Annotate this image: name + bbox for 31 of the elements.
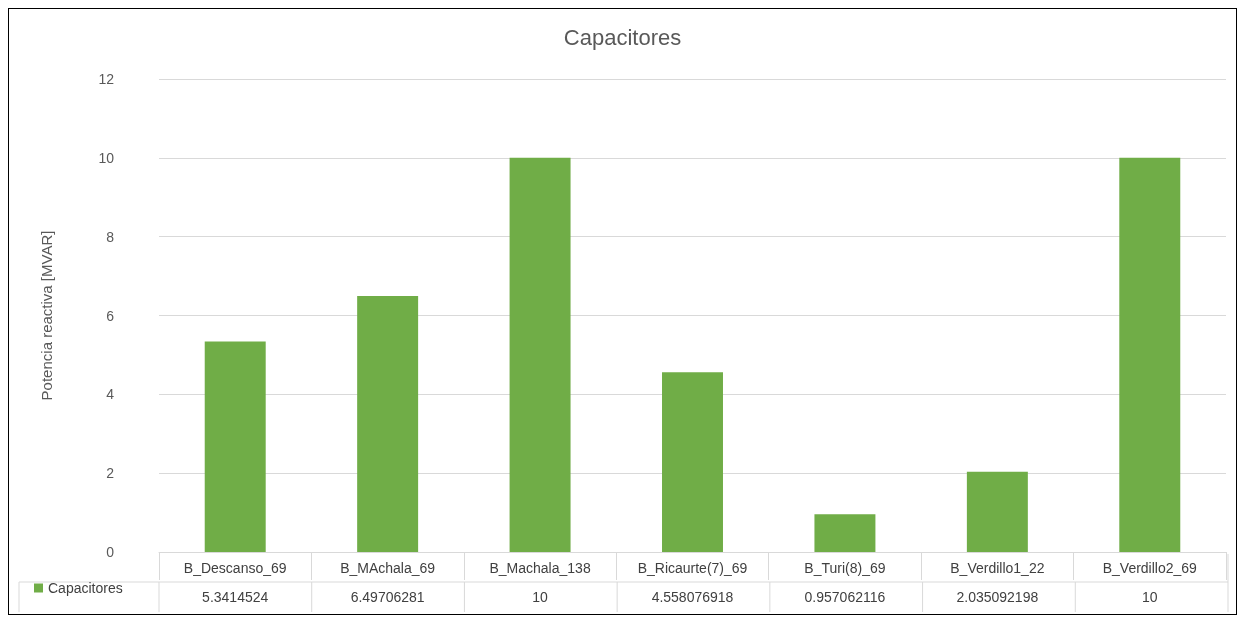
x-tick-label: B_Verdillo1_22 xyxy=(950,560,1045,576)
data-label: 6.49706281 xyxy=(350,589,425,605)
legend-label: Capacitores xyxy=(48,580,123,596)
bar xyxy=(1119,157,1181,552)
data-label: 2.035092198 xyxy=(956,589,1039,605)
data-label: 0.957062116 xyxy=(804,589,886,605)
data-label: 10 xyxy=(1142,589,1158,605)
x-tick-label: B_Ricaurte(7)_69 xyxy=(637,560,748,576)
bar xyxy=(357,295,419,552)
data-label: 10 xyxy=(532,589,549,605)
bar xyxy=(814,514,876,552)
y-tick-label: 12 xyxy=(98,71,115,87)
y-tick-label: 4 xyxy=(106,386,115,403)
x-tick-label: B_Descanso_69 xyxy=(183,560,287,576)
bar xyxy=(966,471,1028,552)
x-tick-label: B_MAchala_69 xyxy=(340,560,436,576)
y-tick-label: 10 xyxy=(98,149,115,166)
data-label: 5.3414524 xyxy=(202,589,269,605)
bar xyxy=(509,157,571,552)
y-tick-label: 8 xyxy=(106,228,115,245)
bar xyxy=(662,372,723,552)
x-tick-label: B_Machala_138 xyxy=(489,560,591,576)
x-tick-label: B_Verdillo2_69 xyxy=(1102,560,1198,576)
y-tick-label: 2 xyxy=(106,465,115,482)
x-tick-label: B_Turi(8)_69 xyxy=(804,560,886,576)
y-tick-label: 0 xyxy=(106,544,115,560)
bar xyxy=(204,341,266,552)
y-axis-title: Potencia reactiva [MVAR] xyxy=(38,230,55,401)
y-tick-label: 6 xyxy=(106,307,115,324)
chart-title: Capacitores xyxy=(563,24,682,50)
data-label: 4.558076918 xyxy=(651,589,734,605)
